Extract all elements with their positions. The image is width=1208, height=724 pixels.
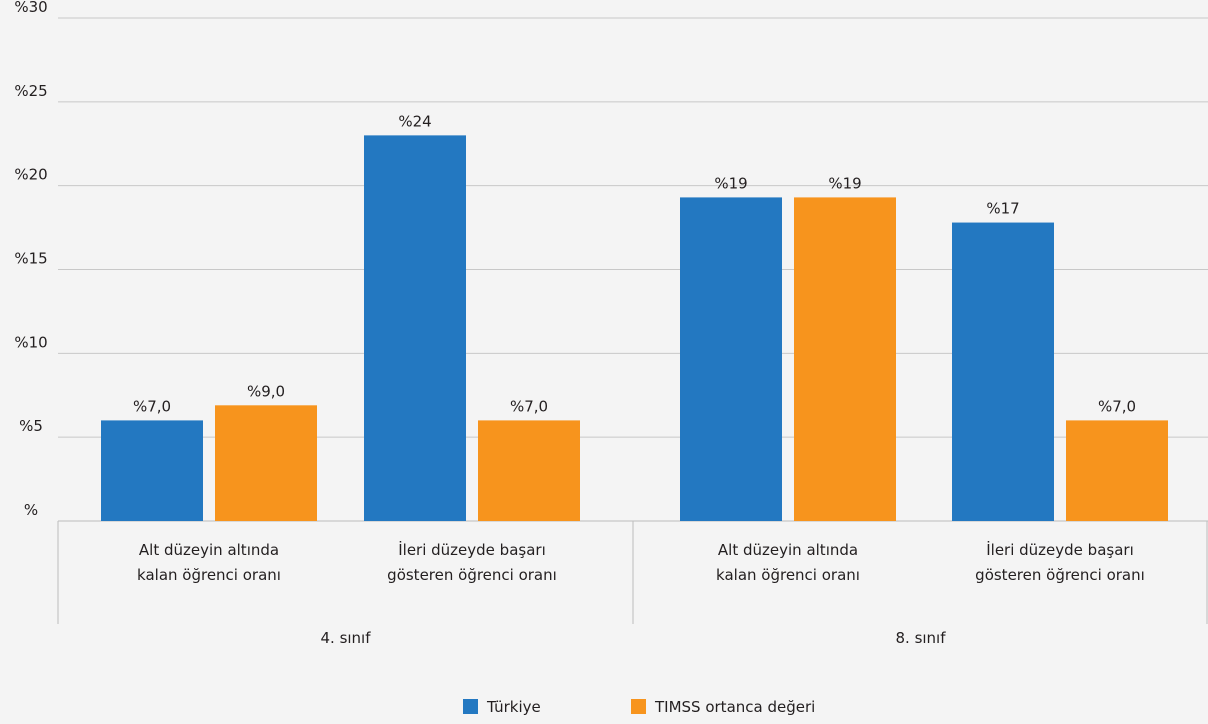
- y-tick-label: %30: [14, 0, 47, 16]
- category-label: İleri düzeyde başarı: [398, 540, 546, 559]
- bar-timss: [794, 197, 896, 522]
- category-label: kalan öğrenci oranı: [137, 566, 281, 584]
- category-label: Alt düzeyin altında: [718, 541, 858, 559]
- bar-data-label: %17: [986, 200, 1019, 218]
- bar-timss: [215, 405, 317, 521]
- legend-label: TIMSS ortanca değeri: [654, 698, 815, 716]
- y-tick-label: %10: [14, 333, 47, 351]
- bar-turkiye: [364, 135, 466, 521]
- y-tick-label: %20: [14, 166, 47, 184]
- group-label: 4. sınıf: [320, 629, 371, 647]
- bar-data-label: %7,0: [133, 397, 171, 415]
- y-tick-label: %: [24, 501, 38, 519]
- bar-data-label: %7,0: [1098, 397, 1136, 415]
- y-tick-label: %25: [14, 82, 47, 100]
- category-label: Alt düzeyin altında: [139, 541, 279, 559]
- legend-swatch-turkiye: [463, 699, 478, 714]
- legend-label: Türkiye: [486, 698, 541, 716]
- bar-data-label: %9,0: [247, 382, 285, 400]
- y-tick-label: %15: [14, 250, 47, 268]
- bar-data-label: %7,0: [510, 397, 548, 415]
- category-label: gösteren öğrenci oranı: [387, 566, 557, 584]
- category-label: İleri düzeyde başarı: [986, 540, 1134, 559]
- bar-timss: [1066, 420, 1168, 521]
- y-tick-label: %5: [19, 417, 43, 435]
- bar-timss: [478, 420, 580, 521]
- bar-data-label: %19: [714, 174, 747, 192]
- bar-data-label: %24: [398, 112, 431, 130]
- category-label: gösteren öğrenci oranı: [975, 566, 1145, 584]
- bar-turkiye: [101, 420, 203, 521]
- legend-swatch-timss: [631, 699, 646, 714]
- group-label: 8. sınıf: [895, 629, 946, 647]
- bar-turkiye: [680, 197, 782, 522]
- bar-turkiye: [952, 222, 1054, 521]
- category-label: kalan öğrenci oranı: [716, 566, 860, 584]
- bar-data-label: %19: [828, 174, 861, 192]
